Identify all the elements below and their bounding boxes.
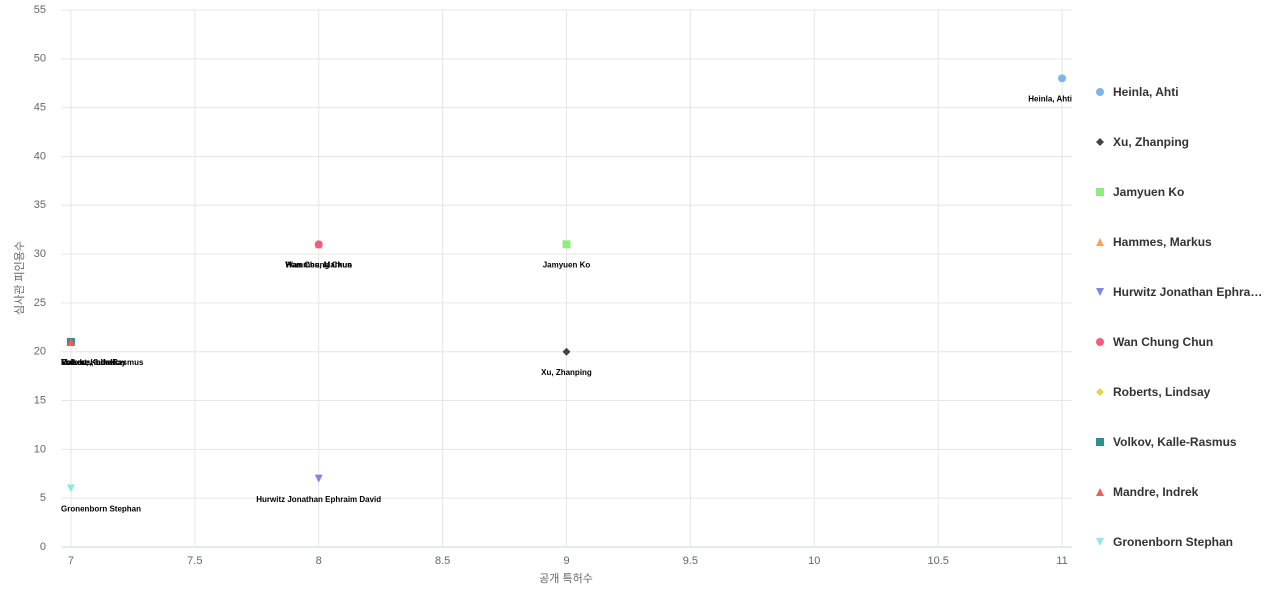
legend-item[interactable]: Jamyuen Ko xyxy=(1094,167,1274,217)
data-label: Hammes, Markus xyxy=(286,260,352,269)
legend-label: Xu, Zhanping xyxy=(1113,135,1189,149)
data-label: Jamyuen Ko xyxy=(543,260,591,269)
legend-label: Jamyuen Ko xyxy=(1113,185,1185,199)
y-tick-label: 40 xyxy=(34,150,46,162)
point xyxy=(314,240,323,249)
x-tick-label: 7.5 xyxy=(187,555,202,567)
x-tick-label: 10.5 xyxy=(927,555,948,567)
point xyxy=(1096,538,1104,546)
chart: 공개 특허수 심사관 피인용수 0 5 10 15 20 25 30 35 40 45 50 55 7 7… xyxy=(13,4,1072,585)
point xyxy=(1096,338,1104,346)
data-label: Gronenborn Stephan xyxy=(61,505,141,514)
y-axis-title: 심사관 피인용수 xyxy=(13,241,26,315)
y-tick-label: 45 xyxy=(34,102,46,114)
legend-label: Hammes, Markus xyxy=(1113,235,1212,249)
data-label: Volkov, Kalle-Rasmus xyxy=(61,358,144,367)
legend-symbol xyxy=(1096,438,1104,446)
point xyxy=(1096,288,1104,296)
x-tick-label: 9.5 xyxy=(683,555,698,567)
legend-item[interactable]: Mandre, Indrek xyxy=(1094,467,1274,517)
point xyxy=(1096,138,1104,146)
legend-item[interactable]: Xu, Zhanping xyxy=(1094,117,1274,167)
legend-symbol xyxy=(1096,388,1104,396)
data-label: Heinla, Ahti xyxy=(1028,94,1072,103)
legend-label: Heinla, Ahti xyxy=(1113,85,1179,99)
x-tick-label: 9 xyxy=(563,555,569,567)
x-axis-title: 공개 특허수 xyxy=(539,572,593,585)
legend: Heinla, Ahti Xu, Zhanping Jamyuen Ko Hammes… xyxy=(1094,67,1274,567)
y-tick-label: 25 xyxy=(34,297,46,309)
point xyxy=(562,347,571,356)
y-tick-label: 20 xyxy=(34,346,46,358)
legend-label: Volkov, Kalle-Rasmus xyxy=(1113,435,1237,449)
legend-item[interactable]: Roberts, Lindsay xyxy=(1094,367,1274,417)
y-tick-label: 35 xyxy=(34,199,46,211)
legend-symbol xyxy=(1096,288,1104,296)
y-tick-label: 50 xyxy=(34,53,46,65)
legend-label: Wan Chung Chun xyxy=(1113,335,1214,349)
point xyxy=(1096,238,1104,246)
x-tick-label: 11 xyxy=(1056,555,1067,567)
legend-symbol xyxy=(1096,138,1104,146)
point xyxy=(1096,438,1104,446)
data-label: Hurwitz Jonathan Ephraim David xyxy=(256,495,381,504)
point xyxy=(66,484,75,493)
point xyxy=(1096,88,1104,96)
y-tick-label: 0 xyxy=(40,541,46,553)
y-tick-label: 55 xyxy=(34,4,46,16)
legend-label: Gronenborn Stephan xyxy=(1113,535,1233,549)
data-label: Roberts, Lindsay xyxy=(61,358,126,367)
legend-item[interactable]: Gronenborn Stephan xyxy=(1094,517,1274,567)
legend-item[interactable]: Hammes, Markus xyxy=(1094,217,1274,267)
point xyxy=(1058,74,1067,83)
point xyxy=(66,337,75,346)
legend-item[interactable]: Volkov, Kalle-Rasmus xyxy=(1094,417,1274,467)
legend-item[interactable]: Hurwitz Jonathan Ephraim David xyxy=(1094,267,1274,317)
point xyxy=(562,240,571,249)
legend-symbol xyxy=(1096,488,1104,496)
x-tick-label: 8.5 xyxy=(435,555,450,567)
y-tick-label: 15 xyxy=(34,394,46,406)
legend-item[interactable]: Heinla, Ahti xyxy=(1094,67,1274,117)
data-label: Mandre, Indrek xyxy=(61,358,118,367)
y-tick-label: 5 xyxy=(40,492,46,504)
x-tick-label: 10 xyxy=(808,555,820,567)
legend-symbol xyxy=(1096,338,1104,346)
y-tick-label: 30 xyxy=(34,248,46,260)
legend-item[interactable]: Wan Chung Chun xyxy=(1094,317,1274,367)
data-label: Wan Chung Chun xyxy=(285,260,352,269)
point xyxy=(1096,188,1104,196)
x-tick-label: 7 xyxy=(68,555,74,567)
data-label: Xu, Zhanping xyxy=(541,368,592,377)
x-tick-label: 8 xyxy=(316,555,322,567)
point xyxy=(314,474,323,483)
point xyxy=(1096,488,1104,496)
legend-symbol xyxy=(1096,238,1104,246)
legend-label: Hurwitz Jonathan Ephraim David xyxy=(1113,285,1263,299)
legend-label: Mandre, Indrek xyxy=(1113,485,1199,499)
legend-symbol xyxy=(1096,188,1104,196)
point xyxy=(1096,388,1104,396)
legend-label: Roberts, Lindsay xyxy=(1113,385,1211,399)
y-tick-label: 10 xyxy=(34,443,46,455)
legend-symbol xyxy=(1096,538,1104,546)
legend-symbol xyxy=(1096,88,1104,96)
